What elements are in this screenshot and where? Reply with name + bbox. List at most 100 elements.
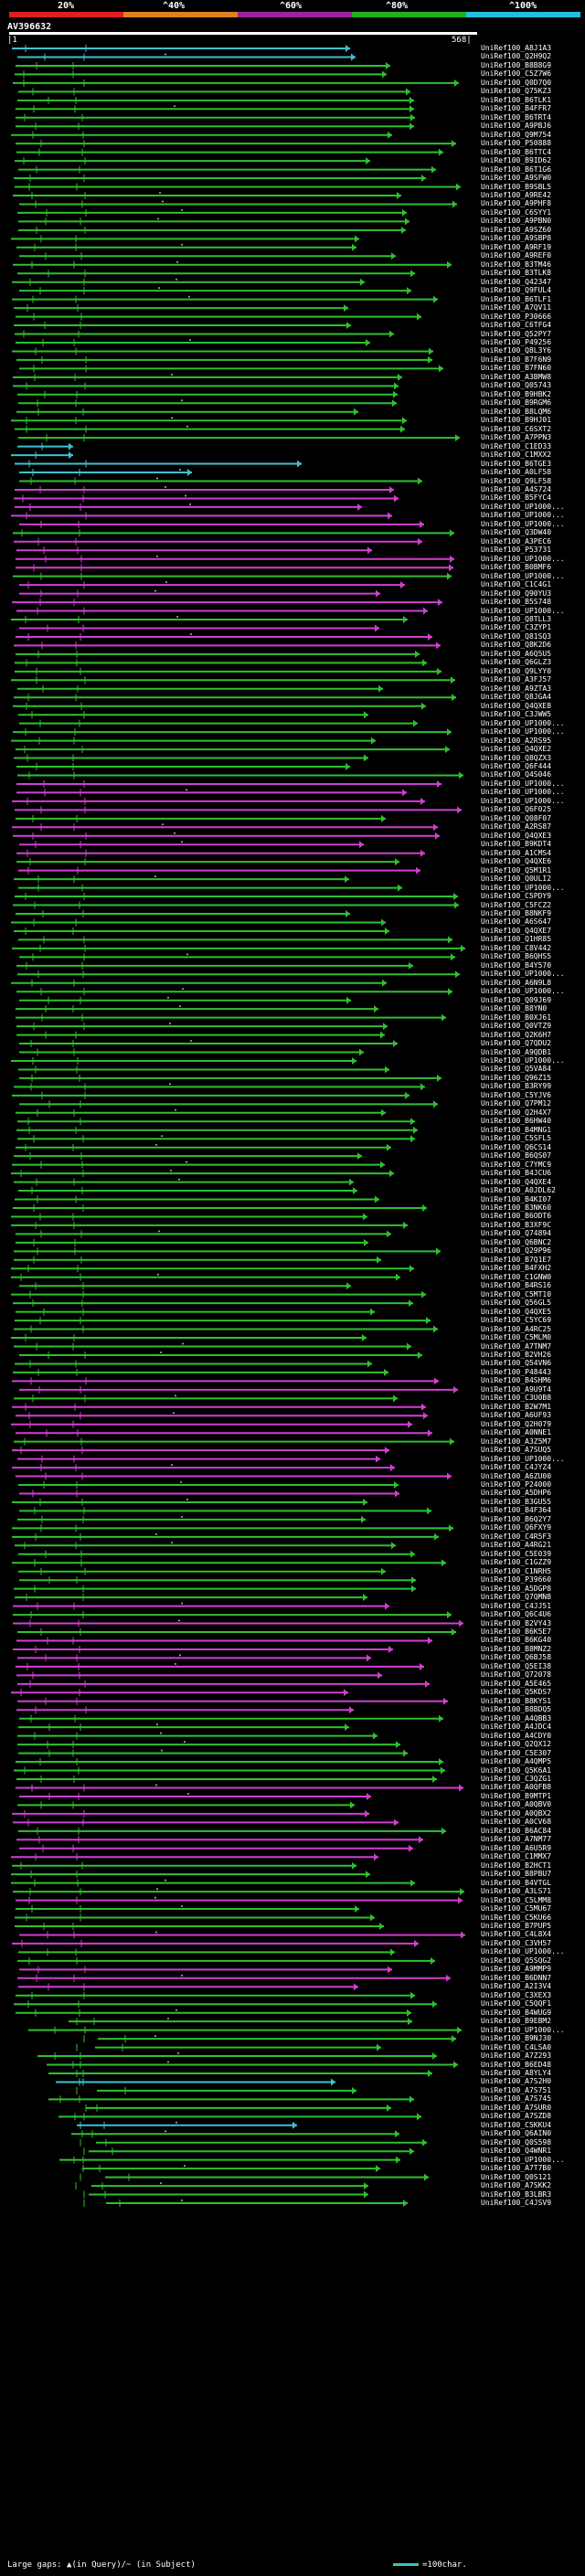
hit-label[interactable]: UniRef100_A0CV68 <box>481 1818 552 1827</box>
hit-label[interactable]: UniRef100_Q6F025 <box>481 805 552 814</box>
hit-label[interactable]: UniRef100_Q5K6A1 <box>481 1765 552 1775</box>
hit-label[interactable]: UniRef100_B9HJ01 <box>481 416 552 425</box>
alignment-row[interactable] <box>80 2173 429 2181</box>
hit-label[interactable]: UniRef100_Q9FUL4 <box>481 286 552 295</box>
alignment-row[interactable] <box>16 1706 354 1714</box>
hit-label[interactable]: UniRef100_A4RG21 <box>481 1541 552 1550</box>
alignment-row[interactable] <box>17 1741 400 1749</box>
alignment-row[interactable] <box>16 1412 428 1420</box>
alignment-row[interactable] <box>13 260 452 269</box>
hit-label[interactable]: UniRef100_B9KDT4 <box>481 840 552 849</box>
alignment-row[interactable] <box>16 849 425 857</box>
alignment-row[interactable] <box>16 1758 443 1766</box>
alignment-row[interactable] <box>18 1749 408 1757</box>
alignment-row[interactable] <box>18 1481 399 1489</box>
hit-label[interactable]: UniRef100_B6K5E7 <box>481 1627 552 1636</box>
alignment-row[interactable] <box>13 529 454 537</box>
alignment-row[interactable] <box>47 2061 458 2069</box>
hit-label[interactable]: UniRef100_B9SBL5 <box>481 182 552 191</box>
hit-label[interactable]: UniRef100_Q4QXE8 <box>481 701 552 710</box>
alignment-row[interactable] <box>15 1922 384 1930</box>
alignment-row[interactable] <box>12 1861 356 1870</box>
hit-label[interactable]: UniRef100_C5Z7W6 <box>481 69 552 79</box>
alignment-row[interactable] <box>19 1282 351 1290</box>
hit-label[interactable]: UniRef100_Q29P96 <box>481 1246 552 1256</box>
alignment-row[interactable] <box>13 728 452 737</box>
hit-label[interactable]: UniRef100_A2RS95 <box>481 736 552 745</box>
hit-label[interactable]: UniRef100_B5FYC4 <box>481 493 552 503</box>
hit-label[interactable]: UniRef100_A4S724 <box>481 484 552 493</box>
hit-label[interactable]: UniRef100_B8LQM6 <box>481 407 552 416</box>
alignment-row[interactable] <box>16 1031 385 1039</box>
alignment-row[interactable] <box>14 537 422 546</box>
hit-label[interactable]: UniRef100_Q4QXE3 <box>481 831 552 840</box>
alignment-row[interactable] <box>19 1040 398 1048</box>
alignment-row[interactable] <box>14 1256 381 1264</box>
alignment-row[interactable] <box>83 2147 414 2156</box>
alignment-row[interactable] <box>19 719 418 727</box>
alignment-row[interactable] <box>19 1714 443 1723</box>
hit-label[interactable]: UniRef100_C3U0B8 <box>481 1394 552 1403</box>
hit-label[interactable]: UniRef100_P30666 <box>481 312 552 321</box>
hit-label[interactable]: UniRef100_A3PEC6 <box>481 536 552 546</box>
alignment-row[interactable] <box>13 79 459 87</box>
alignment-row[interactable] <box>17 1680 430 1688</box>
alignment-row[interactable] <box>16 338 370 346</box>
hit-label[interactable]: UniRef100_B4FFR7 <box>481 104 552 113</box>
hit-label[interactable]: UniRef100_UP1000... <box>481 1055 565 1065</box>
hit-label[interactable]: UniRef100_A0JDL62 <box>481 1186 556 1195</box>
alignment-row[interactable] <box>19 1385 458 1394</box>
alignment-row[interactable] <box>14 1083 425 1091</box>
hit-label[interactable]: UniRef100_C4JJ51 <box>481 1601 552 1610</box>
alignment-row[interactable] <box>16 910 350 917</box>
hit-label[interactable]: UniRef100_B4F364 <box>481 1506 552 1515</box>
hit-label[interactable]: UniRef100_C1MMX7 <box>481 1852 552 1861</box>
hit-label[interactable]: UniRef100_A5DGP8 <box>481 1584 552 1593</box>
alignment-row[interactable] <box>18 399 397 408</box>
hit-label[interactable]: UniRef100_P50888 <box>481 139 552 148</box>
hit-label[interactable]: UniRef100_A7T7B0 <box>481 2164 552 2173</box>
hit-label[interactable]: UniRef100_C3ZYP1 <box>481 623 552 632</box>
alignment-row[interactable] <box>16 1013 446 1022</box>
hit-label[interactable]: UniRef100_C4JYZ4 <box>481 1463 552 1472</box>
hit-label[interactable]: UniRef100_UP1000... <box>481 796 565 805</box>
hit-label[interactable]: UniRef100_Q72078 <box>481 1670 552 1680</box>
hit-label[interactable]: UniRef100_A9SFW0 <box>481 174 552 183</box>
alignment-row[interactable] <box>15 330 394 338</box>
alignment-row[interactable] <box>13 1602 389 1610</box>
alignment-row[interactable] <box>18 884 402 892</box>
hit-label[interactable]: UniRef100_Q0S121 <box>481 2172 552 2181</box>
alignment-row[interactable] <box>16 555 454 563</box>
alignment-row[interactable] <box>12 1809 369 1818</box>
alignment-row[interactable] <box>13 382 399 390</box>
hit-label[interactable]: UniRef100_B8BDQ5 <box>481 1705 552 1714</box>
alignment-row[interactable] <box>15 667 441 675</box>
alignment-row[interactable] <box>15 1317 431 1325</box>
alignment-row[interactable] <box>11 1689 348 1697</box>
hit-label[interactable]: UniRef100_A0NNE1 <box>481 1428 552 1437</box>
alignment-row[interactable] <box>19 1792 371 1800</box>
alignment-row[interactable] <box>11 737 376 745</box>
hit-label[interactable]: UniRef100_C5FCZ2 <box>481 900 552 909</box>
hit-label[interactable]: UniRef100_A9PHF8 <box>481 199 552 208</box>
alignment-row[interactable] <box>15 425 405 433</box>
hit-label[interactable]: UniRef100_Q1HR85 <box>481 935 552 944</box>
hit-label[interactable]: UniRef100_B4VTGL <box>481 1878 552 1887</box>
alignment-row[interactable] <box>15 1360 372 1368</box>
alignment-row[interactable] <box>12 295 438 303</box>
hit-label[interactable]: UniRef100_Q4QXE5 <box>481 1307 552 1316</box>
alignment-row[interactable] <box>12 1524 453 1532</box>
hit-label[interactable]: UniRef100_B6TLK1 <box>481 95 552 104</box>
hit-label[interactable]: UniRef100_B2VY43 <box>481 1618 552 1627</box>
hit-label[interactable]: UniRef100_C5SFL5 <box>481 1134 552 1143</box>
hit-label[interactable]: UniRef100_B6DNN7 <box>481 1973 552 1982</box>
alignment-row[interactable] <box>19 1351 422 1359</box>
hit-label[interactable]: UniRef100_Q2QX12 <box>481 1740 552 1749</box>
alignment-row[interactable] <box>11 676 455 684</box>
hit-label[interactable]: UniRef100_A6ZU00 <box>481 1471 552 1480</box>
hit-label[interactable]: UniRef100_B8YN0 <box>481 1004 548 1013</box>
hit-label[interactable]: UniRef100_A7TNM7 <box>481 1341 552 1351</box>
hit-label[interactable]: UniRef100_Q4QXE6 <box>481 857 552 866</box>
alignment-row[interactable] <box>13 572 452 580</box>
hit-label[interactable]: UniRef100_A9SBP8 <box>481 234 552 243</box>
